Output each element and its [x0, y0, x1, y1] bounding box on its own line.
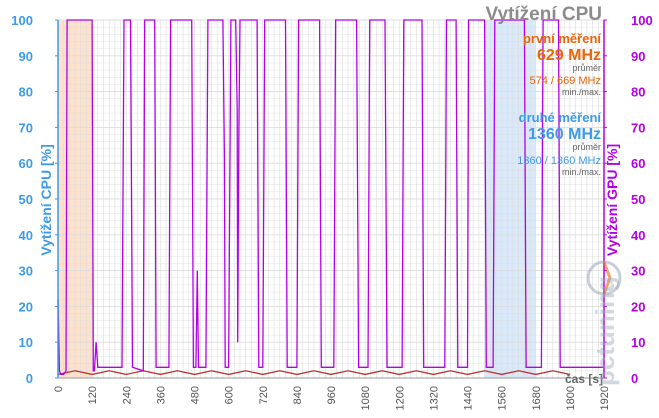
- run1-range: 574 / 669 MHz: [529, 75, 601, 87]
- run1-average-label: průměr: [572, 63, 601, 73]
- pctuning-logo: pctuning: [586, 260, 622, 386]
- x-tick-label: 1080: [360, 386, 372, 410]
- chart-title: Vytížení CPU: [485, 4, 603, 25]
- x-tick-label: 1440: [463, 386, 475, 410]
- run2-frequency: 1360 MHz: [528, 126, 601, 143]
- y-tick-label: 100: [11, 13, 33, 28]
- x-tick-label: 840: [292, 386, 304, 404]
- x-tick-label: 120: [87, 386, 99, 404]
- run1-frequency: 629 MHz: [536, 47, 601, 64]
- run2-label: druhé měření: [518, 110, 601, 125]
- y-tick-label: 60: [19, 156, 33, 171]
- y-tick-label: 0: [26, 371, 33, 386]
- x-tick-label: 1200: [394, 386, 406, 410]
- y-tick-label: 50: [19, 192, 33, 207]
- y-tick-label-right: 0: [631, 371, 638, 386]
- series-gpu-line: [57, 19, 604, 376]
- y-tick-label-right: 60: [631, 156, 645, 171]
- y-axis-label-left: Vytížení CPU [%]: [38, 144, 54, 256]
- x-axis-label: čas [s]: [565, 372, 603, 386]
- x-tick-label: 0: [53, 386, 65, 392]
- y-tick-label-right: 90: [631, 49, 645, 64]
- run2-minmax-label: min./max.: [561, 167, 601, 177]
- run1-label: první měření: [522, 31, 601, 46]
- svg-text:pctuning: pctuning: [590, 276, 620, 386]
- y-tick-label: 30: [19, 264, 33, 279]
- y-tick-label-right: 20: [631, 299, 645, 314]
- y-tick-label: 90: [19, 49, 33, 64]
- x-tick-label: 240: [121, 386, 133, 404]
- x-tick-label: 720: [258, 386, 270, 404]
- y-tick-label: 80: [19, 85, 33, 100]
- y-tick-label: 70: [19, 120, 33, 135]
- y-tick-label-right: 10: [631, 335, 645, 350]
- run2-average-label: průměr: [572, 142, 601, 152]
- run1-minmax-label: min./max.: [561, 87, 601, 97]
- x-tick-label: 1680: [531, 386, 543, 410]
- x-tick-label: 360: [155, 386, 167, 404]
- y-tick-labels-right: 0 10 20 30 40 50 60 70 80 90 100: [604, 13, 653, 386]
- x-tick-label: 1920: [599, 386, 611, 410]
- y-tick-label: 10: [19, 335, 33, 350]
- y-tick-label-right: 100: [631, 13, 653, 28]
- y-tick-label-right: 50: [631, 192, 645, 207]
- x-tick-label: 1320: [428, 386, 440, 410]
- x-tick-labels: 0 120 240 360 480 600 720 840 960 1080 1200 1320 144…: [53, 386, 611, 410]
- y-tick-label-right: 70: [631, 120, 645, 135]
- y-tick-label-right: 30: [631, 264, 645, 279]
- y-tick-labels: 0 10 20 30 40 50 60 70 80 90 100: [11, 13, 58, 386]
- x-tick-label: 1800: [565, 386, 577, 410]
- x-tick-label: 1560: [497, 386, 509, 410]
- y-axis-label-right: Vytížení GPU [%]: [604, 144, 620, 256]
- x-tick-label: 600: [224, 386, 236, 404]
- x-tick-label: 960: [326, 386, 338, 404]
- x-tick-label: 480: [190, 386, 202, 404]
- y-tick-label-right: 80: [631, 85, 645, 100]
- y-tick-label: 40: [19, 228, 33, 243]
- run2-range: 1360 / 1360 MHz: [517, 155, 601, 167]
- y-tick-label-right: 40: [631, 228, 645, 243]
- series-layer: [57, 19, 604, 376]
- y-tick-label: 20: [19, 299, 33, 314]
